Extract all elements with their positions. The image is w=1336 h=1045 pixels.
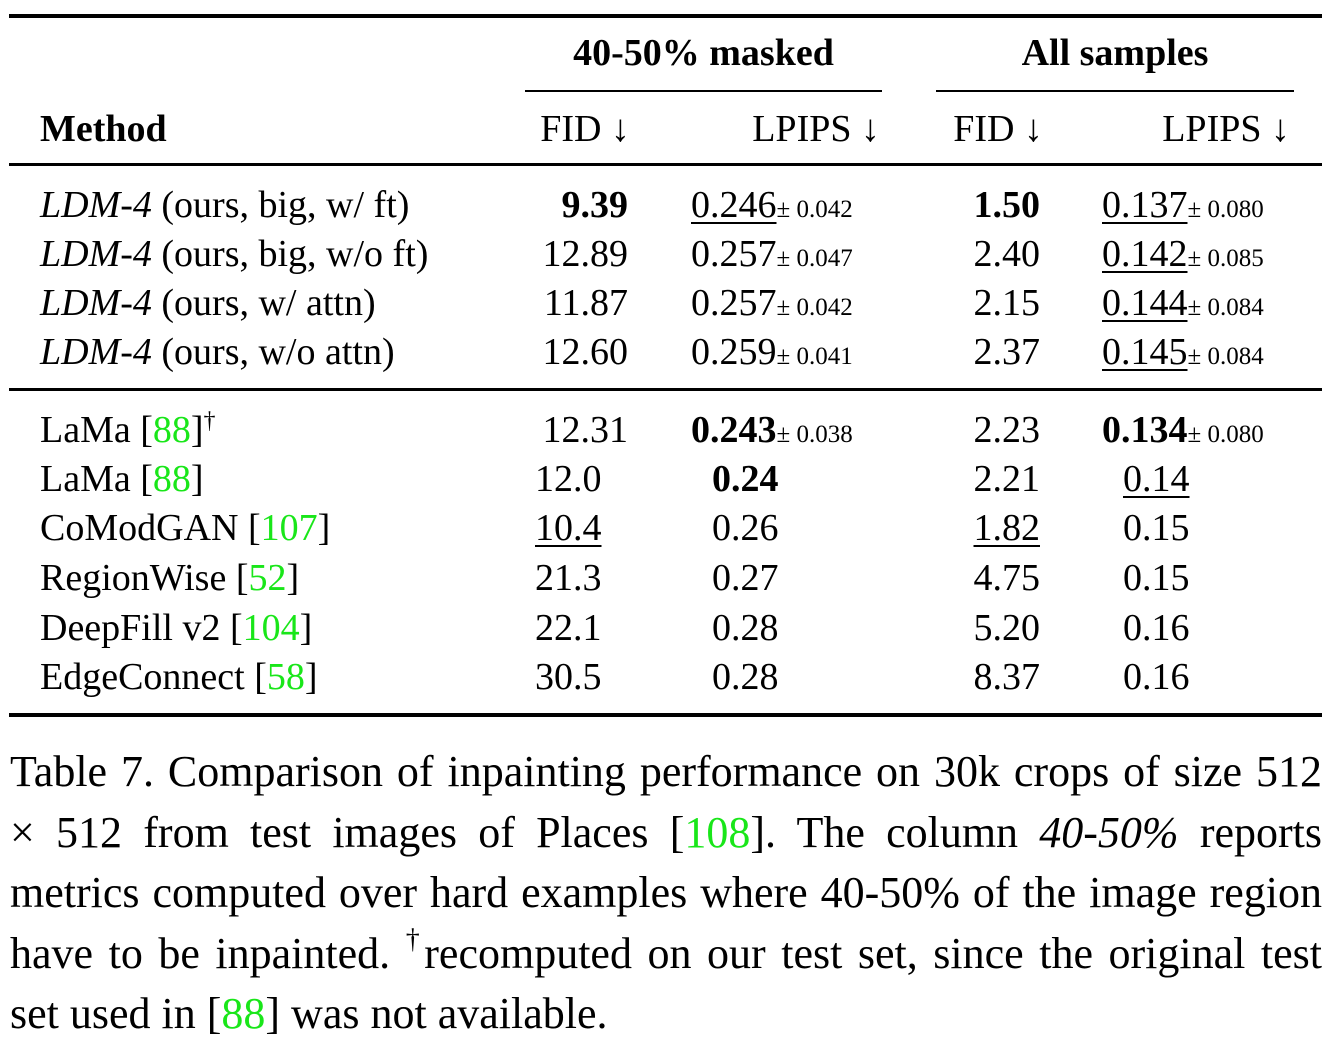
citation-link[interactable]: 108 [684,807,751,857]
table-top-rule [9,14,1322,18]
fid-masked-cell: 21.3 [535,557,602,599]
fid-masked-cell: 11.87 [543,282,628,324]
fid-masked-cell: 12.89 [542,233,629,275]
fid-all-cell: 4.75 [973,557,1041,599]
lpips-all-cell: 0.14 [1123,458,1190,500]
column-header-fid-all: FID ↓ [953,108,1043,150]
dagger-mark: † [405,923,425,955]
lpips-all-cell: 0.144± 0.084 [1102,282,1264,324]
method-cell: LDM-4 (ours, w/o attn) [40,331,395,373]
lpips-all-cell: 0.134± 0.080 [1102,409,1264,451]
fid-all-cell: 2.23 [973,409,1041,451]
fid-all-cell: 2.21 [973,458,1041,500]
lpips-all-cell: 0.145± 0.084 [1102,331,1264,373]
method-cell: LaMa [88]† [40,408,216,451]
fid-masked-cell: 30.5 [535,656,602,698]
method-cell: DeepFill v2 [104] [40,607,313,649]
fid-masked-cell: 9.39 [561,184,629,226]
method-cell: LDM-4 (ours, w/ attn) [40,282,376,324]
method-cell: LDM-4 (ours, big, w/ ft) [40,184,410,226]
lpips-masked-cell: 0.27 [712,557,779,599]
lpips-masked-cell: 0.28 [712,607,779,649]
column-header-lpips-masked: LPIPS ↓ [752,108,880,150]
method-cell: EdgeConnect [58] [40,656,318,698]
fid-masked-cell: 12.60 [542,331,629,373]
method-cell: CoModGAN [107] [40,507,331,549]
lpips-all-cell: 0.15 [1123,507,1190,549]
citation-link[interactable]: 104 [242,607,300,649]
lpips-all-cell: 0.16 [1123,607,1190,649]
fid-all-cell: 2.37 [973,331,1041,373]
column-header-lpips-all: LPIPS ↓ [1162,108,1290,150]
group-header-all: All samples [1021,32,1209,74]
citation-link[interactable]: 88 [221,989,266,1038]
fid-all-cell: 1.82 [973,507,1041,549]
lpips-masked-cell: 0.257± 0.047 [691,233,853,275]
lpips-masked-cell: 0.259± 0.041 [691,331,853,373]
table-bottom-rule [9,713,1322,717]
fid-all-cell: 2.40 [973,233,1041,275]
lpips-all-cell: 0.15 [1123,557,1190,599]
header-rule [9,163,1322,166]
fid-all-cell: 1.50 [973,184,1041,226]
group-header-masked: 40-50% masked [573,32,834,74]
group-rule-masked [525,90,882,92]
column-header-fid-masked: FID ↓ [540,108,630,150]
fid-masked-cell: 12.0 [535,458,602,500]
column-header-method: Method [40,108,167,150]
method-cell: RegionWise [52] [40,557,300,599]
lpips-all-cell: 0.16 [1123,656,1190,698]
section-rule [9,388,1322,391]
method-cell: LDM-4 (ours, big, w/o ft) [40,233,429,275]
method-cell: LaMa [88] [40,458,204,500]
citation-link[interactable]: 88 [152,458,191,500]
table-caption: Table 7. Comparison of inpainting perfor… [10,747,1323,1038]
lpips-masked-cell: 0.246± 0.042 [691,184,853,226]
citation-link[interactable]: 107 [260,507,318,549]
fid-all-cell: 2.15 [973,282,1041,324]
fid-masked-cell: 12.31 [542,409,629,451]
citation-link[interactable]: 52 [248,557,287,599]
lpips-all-cell: 0.142± 0.085 [1102,233,1264,275]
citation-link[interactable]: 58 [266,656,305,698]
lpips-masked-cell: 0.26 [712,507,779,549]
lpips-masked-cell: 0.24 [712,458,779,500]
fid-all-cell: 8.37 [973,656,1041,698]
citation-link[interactable]: 88 [152,409,191,451]
group-rule-all [936,90,1294,92]
fid-masked-cell: 22.1 [535,607,602,649]
dagger-mark: † [203,408,216,434]
fid-masked-cell: 10.4 [535,507,602,549]
lpips-all-cell: 0.137± 0.080 [1102,184,1264,226]
lpips-masked-cell: 0.28 [712,656,779,698]
lpips-masked-cell: 0.257± 0.042 [691,282,853,324]
fid-all-cell: 5.20 [973,607,1041,649]
lpips-masked-cell: 0.243± 0.038 [691,409,853,451]
